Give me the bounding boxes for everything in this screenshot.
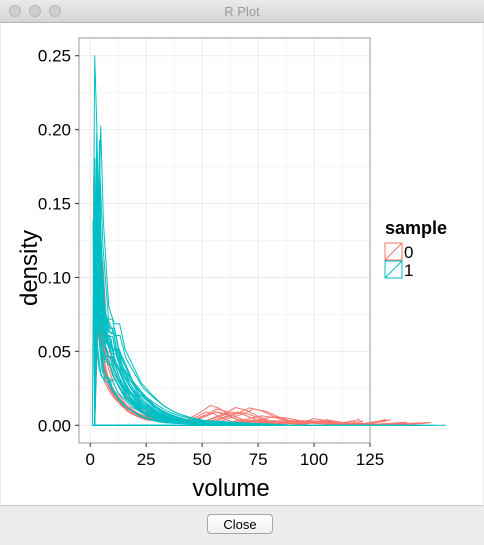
legend: sample 01 [384, 218, 447, 280]
y-tick-label: 0.10 [38, 268, 71, 287]
y-tick-label: 0.20 [38, 121, 71, 140]
density-curve-sample-1 [92, 229, 428, 426]
x-tick-label: 75 [249, 450, 268, 469]
axes: 0 25 50 75 100 125 0.00 0.05 0.10 0.15 0.20 0.25 [38, 47, 384, 469]
zoom-window-icon[interactable] [49, 5, 61, 17]
legend-label-1: 1 [404, 261, 413, 280]
x-tick-label: 100 [300, 450, 328, 469]
density-curve-sample-1 [92, 221, 359, 426]
plot-area: 0 25 50 75 100 125 0.00 0.05 0.10 0.15 0.20 0.25 vo… [1, 23, 483, 506]
y-tick-label: 0.25 [38, 47, 71, 66]
bottom-bar: Close [0, 506, 484, 545]
density-plot: 0 25 50 75 100 125 0.00 0.05 0.10 0.15 0.20 0.25 vo… [16, 37, 447, 502]
x-tick-label: 25 [137, 450, 156, 469]
close-button[interactable]: Close [207, 514, 273, 534]
y-axis-label: density [16, 230, 43, 306]
title-bar: R Plot [0, 0, 484, 23]
x-tick-label: 125 [356, 450, 384, 469]
x-tick-label: 50 [193, 450, 212, 469]
legend-key-line-1 [384, 260, 403, 279]
minimize-window-icon[interactable] [29, 5, 41, 17]
density-curve-sample-1 [92, 242, 368, 426]
x-tick-label: 0 [85, 450, 94, 469]
panel-border [78, 37, 371, 444]
y-tick-label: 0.05 [38, 342, 71, 361]
y-tick-label: 0.00 [38, 416, 71, 435]
density-curves [91, 55, 446, 427]
x-axis-label: volume [192, 475, 269, 502]
y-tick-label: 0.15 [38, 195, 71, 214]
legend-key-line-0 [384, 242, 403, 261]
legend-title: sample [385, 218, 447, 238]
close-window-icon[interactable] [9, 5, 21, 17]
legend-label-0: 0 [404, 243, 413, 262]
window-title: R Plot [224, 4, 260, 19]
